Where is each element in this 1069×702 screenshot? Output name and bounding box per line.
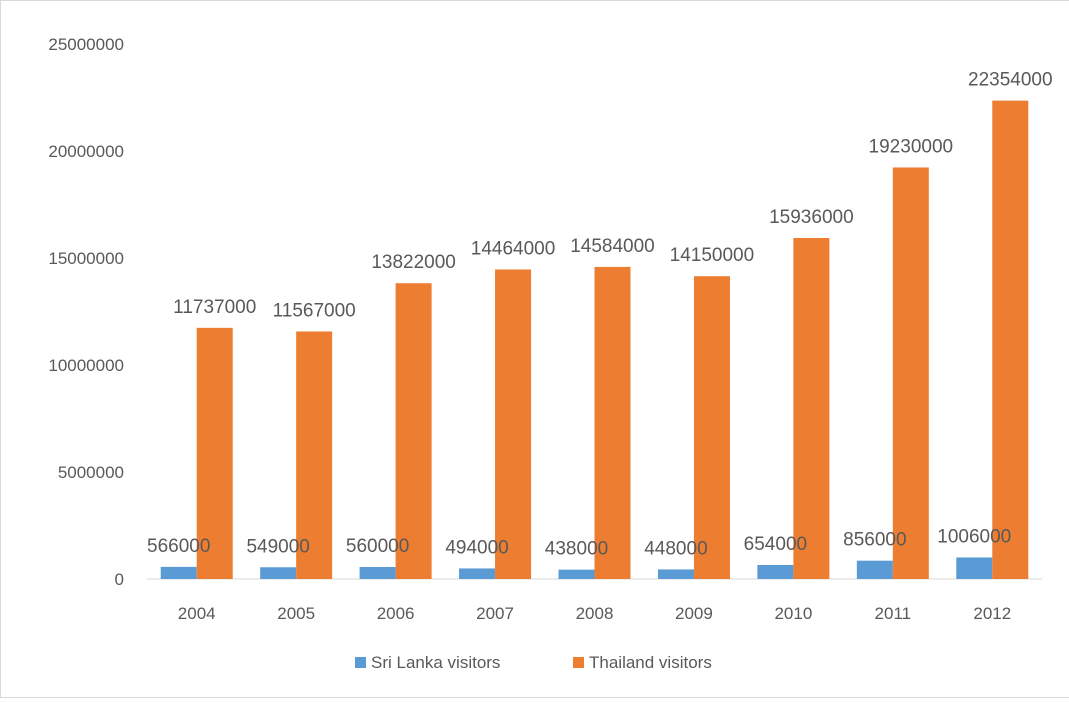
y-tick-label: 25000000 <box>48 35 124 54</box>
legend: Sri Lanka visitors Thailand visitors <box>355 653 712 672</box>
bar-thailand <box>395 283 432 579</box>
data-label: 1006000 <box>937 526 1011 547</box>
bar-thailand <box>693 276 730 579</box>
y-tick-label: 10000000 <box>48 356 124 375</box>
data-label: 549000 <box>246 536 309 557</box>
data-label: 11567000 <box>273 300 356 321</box>
data-label: 494000 <box>445 537 508 558</box>
y-tick-label: 15000000 <box>48 249 124 268</box>
x-axis: 2004 2005 2006 2007 2008 2009 2010 2011 2012 <box>147 578 1042 623</box>
data-labels: 566000 549000 560000 494000 438000 448000 6540… <box>147 70 1053 560</box>
y-axis: 0 5000000 10000000 15000000 20000000 25000000 <box>48 35 124 589</box>
bar-sri-lanka <box>160 566 197 579</box>
bar-thailand <box>892 167 929 579</box>
x-tick-label: 2008 <box>576 604 614 623</box>
bar-sri-lanka <box>757 565 794 579</box>
x-tick-label: 2007 <box>476 604 514 623</box>
x-tick-label: 2009 <box>675 604 713 623</box>
x-tick-label: 2011 <box>875 604 912 623</box>
bar-thailand <box>296 331 333 579</box>
data-label: 11737000 <box>173 297 256 318</box>
bars <box>160 100 1029 580</box>
x-tick-label: 2004 <box>178 604 216 623</box>
y-tick-label: 5000000 <box>58 463 124 482</box>
bar-sri-lanka <box>359 567 396 579</box>
data-label: 22354000 <box>968 70 1053 91</box>
bar-sri-lanka <box>459 568 496 579</box>
data-label: 14150000 <box>670 245 755 266</box>
data-label: 13822000 <box>371 252 456 273</box>
data-label: 14464000 <box>471 238 556 259</box>
data-label: 19230000 <box>869 136 954 157</box>
data-label: 448000 <box>644 538 707 559</box>
legend-label: Thailand visitors <box>589 653 712 672</box>
y-tick-label: 20000000 <box>48 142 124 161</box>
x-tick-label: 2010 <box>774 604 812 623</box>
data-label: 654000 <box>744 534 807 555</box>
bar-thailand <box>793 237 830 579</box>
bar-thailand <box>196 327 233 579</box>
data-label: 15936000 <box>769 207 854 228</box>
x-tick-label: 2005 <box>277 604 315 623</box>
data-label: 856000 <box>843 530 906 551</box>
data-label: 438000 <box>545 539 608 560</box>
legend-swatch <box>573 657 584 668</box>
y-tick-label: 0 <box>115 570 124 589</box>
bar-thailand <box>992 100 1029 580</box>
bar-sri-lanka <box>260 567 297 579</box>
legend-label: Sri Lanka visitors <box>371 653 500 672</box>
data-label: 14584000 <box>570 236 655 257</box>
legend-swatch <box>355 657 366 668</box>
x-tick-label: 2012 <box>973 604 1011 623</box>
bar-sri-lanka <box>558 569 595 579</box>
bar-sri-lanka <box>956 557 993 579</box>
bar-sri-lanka <box>856 560 893 579</box>
bar-thailand <box>594 266 631 579</box>
data-label: 566000 <box>147 536 210 557</box>
bar-sri-lanka <box>657 569 694 579</box>
data-label: 560000 <box>346 536 409 557</box>
x-tick-label: 2006 <box>377 604 415 623</box>
bar-thailand <box>495 269 532 579</box>
